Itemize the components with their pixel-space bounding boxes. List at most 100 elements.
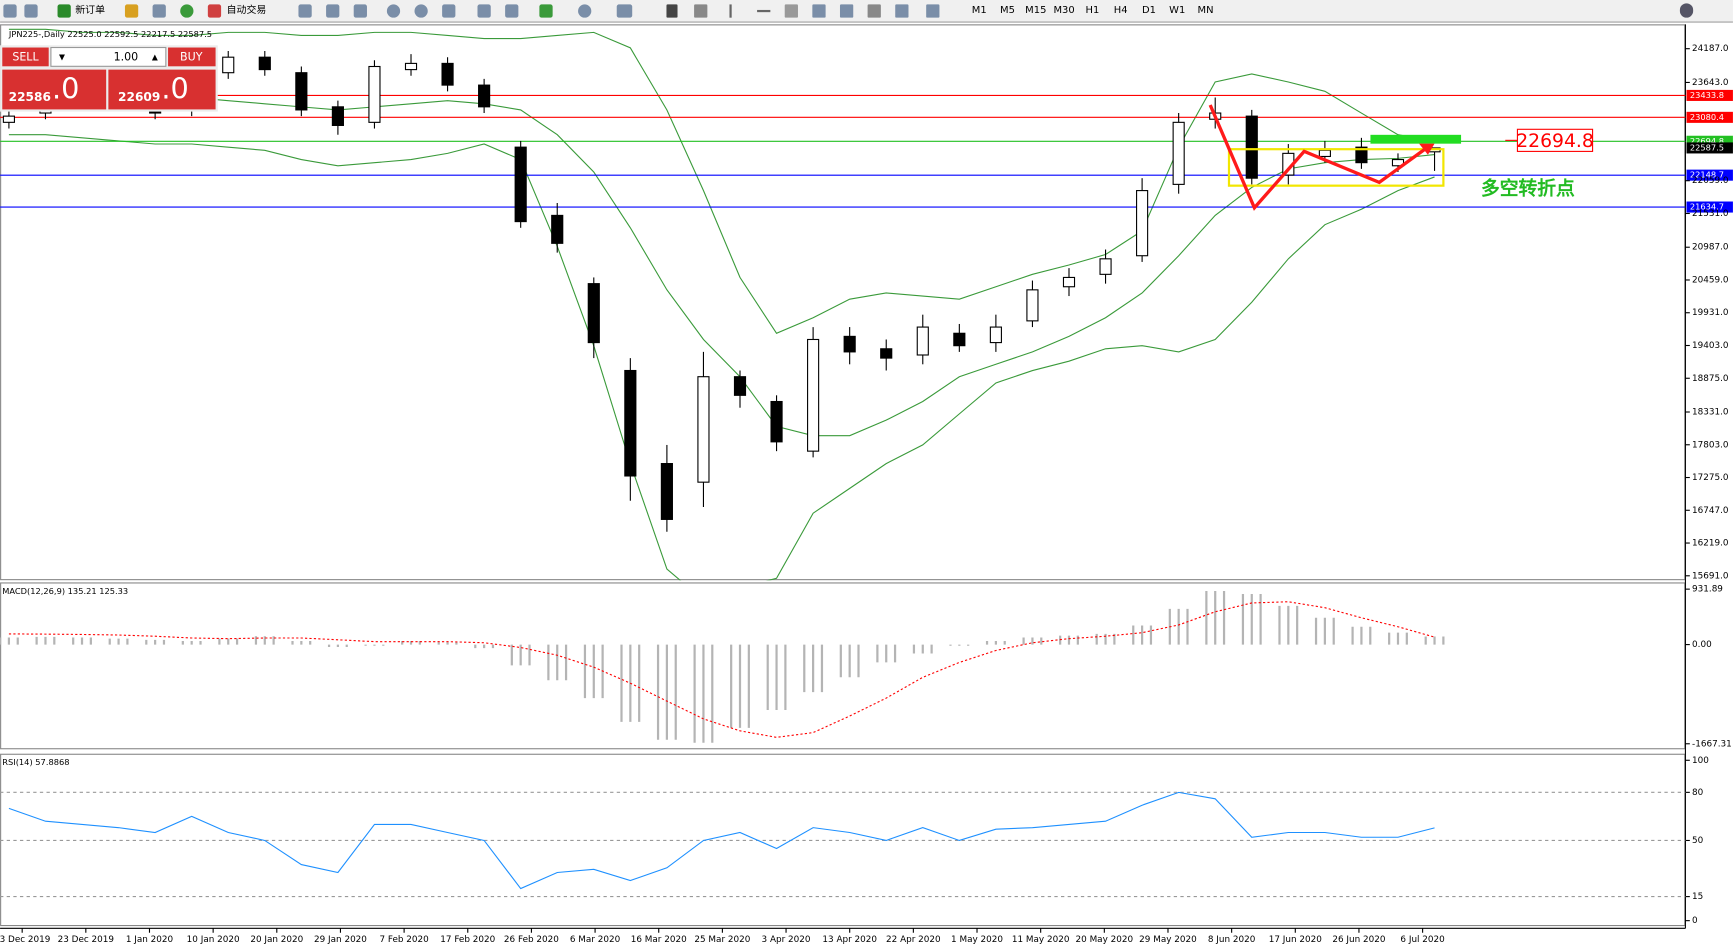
bollinger-lower — [8, 134, 1435, 581]
tool-icon[interactable] — [757, 9, 771, 13]
tool-icon[interactable] — [666, 4, 678, 18]
sell-fraction[interactable]: .0 — [52, 72, 79, 106]
tool-icon[interactable] — [326, 4, 340, 18]
x-tick-label: 16 Mar 2020 — [631, 935, 687, 945]
y-tick-label: 20459.0 — [1692, 275, 1729, 285]
y-tick-label: 24187.0 — [1692, 44, 1729, 54]
y-tick-label: 15691.0 — [1692, 571, 1729, 581]
rsi-line — [8, 791, 1435, 890]
tool-icon[interactable] — [926, 4, 940, 18]
new-order-button[interactable]: 新订单 — [75, 3, 105, 16]
tool-icon[interactable] — [386, 4, 401, 18]
buy-label[interactable]: BUY — [180, 50, 203, 63]
lot-value[interactable]: 1.00 — [114, 50, 139, 63]
candle-body — [1172, 121, 1185, 185]
y-tick-label: 50 — [1692, 836, 1704, 846]
x-tick-label: 8 Jun 2020 — [1208, 935, 1256, 945]
candle-body — [258, 56, 271, 71]
level-label-bg — [1686, 89, 1733, 101]
tool-icon[interactable] — [539, 4, 553, 18]
x-tick-label: 17 Feb 2020 — [440, 935, 495, 945]
candle-body — [551, 214, 564, 244]
tool-icon[interactable] — [414, 4, 428, 18]
auto-trade-button[interactable]: 自动交易 — [227, 3, 267, 16]
candle-body — [222, 56, 235, 74]
tool-icon[interactable] — [505, 4, 519, 18]
y-tick-label: 18331.0 — [1692, 408, 1729, 418]
candle-body — [1136, 190, 1149, 257]
sell-label[interactable]: SELL — [12, 50, 39, 63]
tool-icon[interactable] — [477, 4, 491, 18]
sell-button[interactable] — [2, 47, 49, 67]
annotation-price: 22694.8 — [1516, 131, 1594, 152]
tool-icon[interactable] — [3, 4, 17, 18]
tool-icon[interactable] — [442, 4, 456, 18]
timeframe-button[interactable]: W1 — [1169, 5, 1185, 16]
timeframe-button[interactable]: M15 — [1025, 5, 1046, 16]
tool-icon[interactable] — [180, 4, 194, 18]
rsi-title: RSI(14) 57.8868 — [2, 757, 69, 767]
tool-icon[interactable] — [694, 4, 708, 18]
candle-body — [331, 106, 344, 126]
chart-title: JPN225-,Daily 22525.0 22592.5 22217.5 22… — [8, 29, 212, 39]
level-label-bg — [1686, 201, 1733, 213]
tool-icon[interactable] — [207, 4, 222, 18]
candle-body — [624, 369, 637, 477]
candle-body — [1391, 159, 1405, 167]
tool-icon[interactable] — [867, 4, 881, 18]
tool-icon[interactable] — [578, 4, 592, 18]
timeframe-button[interactable]: H4 — [1114, 5, 1128, 16]
tool-icon[interactable] — [152, 4, 166, 18]
x-tick-label: 10 Jan 2020 — [187, 935, 240, 945]
tool-icon[interactable] — [124, 4, 139, 18]
y-tick-label: 16747.0 — [1692, 506, 1729, 516]
y-tick-label: 931.89 — [1692, 585, 1723, 595]
tool-icon[interactable] — [812, 4, 826, 18]
last-price-label: 22587.5 — [1690, 142, 1724, 152]
annotation-box — [1516, 128, 1594, 152]
x-tick-label: 26 Jun 2020 — [1332, 935, 1385, 945]
tool-icon[interactable] — [784, 4, 798, 18]
timeframe-button[interactable]: M1 — [972, 5, 987, 16]
buy-fraction[interactable]: .0 — [161, 72, 188, 106]
tool-icon[interactable] — [24, 4, 38, 18]
tool-icon[interactable] — [353, 4, 367, 18]
buy-price-box[interactable] — [108, 69, 216, 110]
x-tick-label: 6 Jul 2020 — [1400, 935, 1445, 945]
candle-body — [660, 463, 673, 520]
candle-body — [807, 338, 820, 452]
x-tick-label: 23 Dec 2019 — [58, 935, 114, 945]
search-icon[interactable] — [1679, 3, 1694, 18]
lot-increase[interactable]: ▲ — [152, 52, 158, 61]
x-tick-label: 22 Apr 2020 — [886, 935, 941, 945]
lot-decrease[interactable]: ▼ — [59, 52, 65, 61]
price-plot — [0, 28, 1686, 581]
timeframe-button[interactable]: M5 — [1000, 5, 1015, 16]
candle-body — [1062, 276, 1076, 288]
tool-icon[interactable] — [895, 4, 909, 18]
y-tick-label: 16219.0 — [1692, 539, 1729, 549]
sell-price-box[interactable] — [2, 69, 107, 110]
y-tick-label: 15 — [1692, 892, 1703, 902]
level-label: 23433.8 — [1690, 90, 1724, 100]
lot-input[interactable] — [50, 46, 167, 67]
tool-icon[interactable] — [729, 4, 732, 18]
toolbar — [0, 0, 1733, 23]
timeframe-button[interactable]: M30 — [1053, 5, 1074, 16]
rsi-plot — [0, 791, 1686, 898]
buy-button[interactable] — [168, 47, 216, 67]
tool-icon[interactable] — [57, 4, 71, 18]
sell-price[interactable]: 22586 — [9, 90, 51, 104]
timeframe-button[interactable]: D1 — [1142, 5, 1156, 16]
buy-price[interactable]: 22609 — [118, 90, 160, 104]
tool-icon[interactable] — [298, 4, 312, 18]
tool-icon[interactable] — [839, 4, 854, 18]
tool-icon[interactable] — [616, 4, 633, 18]
y-tick-label: 0.00 — [1692, 640, 1712, 650]
timeframe-button[interactable]: MN — [1198, 5, 1214, 16]
candle-body — [587, 283, 600, 344]
candle-body — [478, 84, 491, 108]
candle-body — [1318, 149, 1331, 158]
last-price-bg — [1686, 142, 1733, 154]
timeframe-button[interactable]: H1 — [1085, 5, 1099, 16]
